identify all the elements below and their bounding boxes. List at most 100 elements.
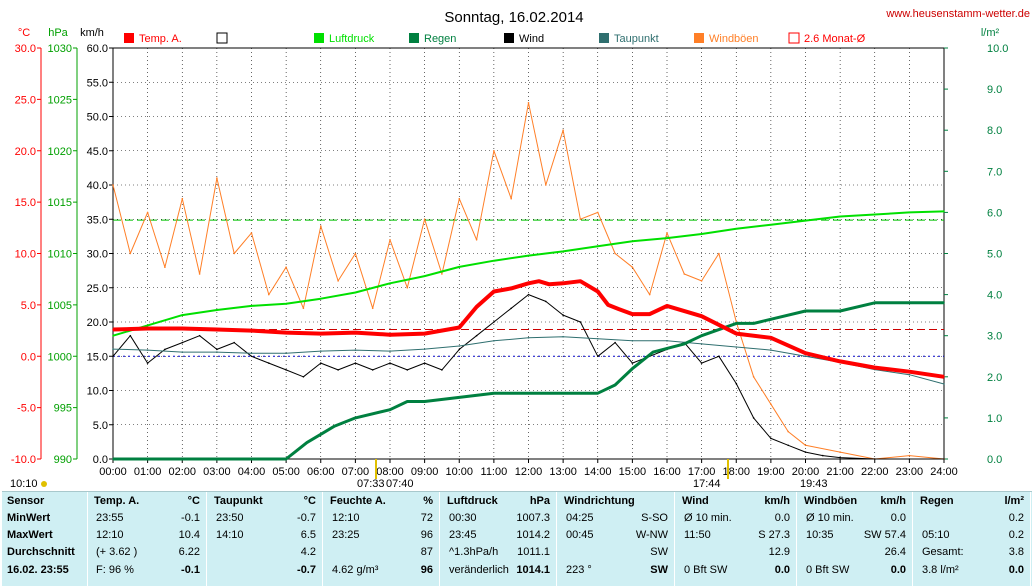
unit-wind: km/h	[80, 27, 104, 39]
cell-label: 12:10	[96, 529, 124, 541]
data-point	[285, 369, 287, 371]
data-point	[735, 382, 738, 385]
data-point	[752, 376, 755, 378]
data-point	[874, 458, 876, 460]
data-point	[943, 458, 945, 460]
data-point	[285, 331, 287, 334]
cell-value: SW 57.4	[863, 529, 906, 541]
site-link[interactable]: www.heusenstamm-wetter.de	[885, 8, 1030, 20]
cell-value: 72	[420, 512, 433, 524]
data-point	[295, 450, 298, 452]
col-unit: km/h	[764, 495, 790, 507]
data-point	[718, 355, 720, 358]
data-point	[389, 350, 391, 352]
data-point	[181, 351, 184, 353]
pressure-tick-label: 1030	[48, 43, 72, 55]
data-point	[700, 315, 703, 318]
data-point	[666, 237, 668, 239]
x-tick-label: 00:00	[99, 466, 127, 478]
row-label: Durchschnitt	[7, 546, 75, 558]
cell-label: 4.62 g/m³	[332, 564, 379, 576]
data-point	[233, 252, 235, 255]
data-point	[475, 239, 478, 241]
data-point	[652, 351, 654, 353]
data-point	[579, 321, 582, 323]
legend-swatch	[504, 33, 514, 43]
series-line	[112, 210, 945, 337]
data-point	[371, 369, 374, 371]
data-point	[337, 280, 339, 282]
data-point	[389, 408, 391, 411]
cell-value: 1014.2	[516, 529, 550, 541]
cell-value: S 27.3	[758, 529, 790, 541]
chart-title: Sonntag, 16.02.2014	[444, 9, 583, 26]
data-point	[700, 233, 703, 235]
rain-tick-label: 7.0	[987, 166, 1002, 178]
data-point	[493, 392, 495, 395]
data-point	[770, 223, 772, 226]
data-point	[943, 302, 945, 304]
cell-value: -0.1	[181, 564, 200, 576]
data-point	[770, 349, 772, 351]
col-unit: km/h	[880, 495, 906, 507]
date-label: 16.02. 23:55	[7, 564, 69, 576]
data-point	[475, 334, 478, 337]
legend-swatch	[788, 32, 800, 44]
x-tick-label: 07:00	[342, 466, 370, 478]
legend-swatch	[314, 33, 324, 43]
rain-tick-label: 6.0	[987, 207, 1002, 219]
data-point	[458, 348, 461, 351]
data-point	[146, 324, 149, 327]
unit-pressure: hPa	[48, 27, 68, 39]
temp-tick-label: 15.0	[15, 197, 36, 209]
cell-label: veränderlich	[449, 564, 509, 576]
col-head: Wind	[682, 495, 709, 507]
data-point	[112, 458, 114, 460]
data-point	[250, 355, 253, 358]
data-point	[406, 369, 409, 371]
cell-label: 12:10	[332, 512, 360, 524]
summary-col: Windböen km/h Ø 10 min. 0.0 10:35 SW 57.4 26.4…	[798, 492, 913, 586]
x-tick-label: 08:00	[376, 466, 404, 478]
cell-label: ^1.3hPa/h	[449, 546, 499, 558]
data-point	[458, 345, 461, 347]
cell-label: 23:25	[332, 529, 360, 541]
data-point	[617, 308, 620, 310]
legend-swatch	[124, 33, 134, 43]
data-point	[423, 348, 426, 350]
data-point	[458, 266, 461, 268]
x-tick-label: 13:00	[549, 466, 577, 478]
data-point	[908, 370, 911, 373]
legend-swatch	[216, 32, 228, 44]
x-tick-label: 16:00	[653, 466, 681, 478]
data-point	[320, 297, 322, 300]
rain-tick-label: 4.0	[987, 290, 1002, 302]
data-point	[181, 341, 184, 344]
summary-table: Sensor MinWert MaxWert Durchschnitt 16.02. 2…	[2, 491, 1032, 586]
data-point	[700, 362, 703, 364]
data-point	[735, 322, 738, 325]
cell-label: 14:10	[216, 529, 244, 541]
data-point	[683, 273, 686, 275]
wind-tick-label: 50.0	[87, 112, 108, 124]
col-head: Regen	[920, 495, 954, 507]
data-point	[839, 360, 841, 363]
data-point	[804, 451, 807, 453]
data-point	[597, 290, 599, 293]
rain-tick-label: 2.0	[987, 372, 1002, 384]
cell-value: 6.22	[178, 546, 200, 558]
legend-label: Regen	[424, 33, 456, 45]
col-head: Feuchte A.	[330, 495, 386, 507]
data-point	[700, 343, 703, 345]
data-point	[908, 373, 911, 376]
data-point	[607, 304, 609, 306]
cell-label: 3.8 l/m²	[922, 564, 959, 576]
data-point	[822, 454, 824, 457]
rain-tick-label: 8.0	[987, 125, 1002, 137]
data-point	[770, 437, 772, 440]
row-label: MinWert	[7, 512, 51, 524]
cell-value: 3.8	[1008, 546, 1024, 558]
data-point	[112, 355, 114, 358]
wind-tick-label: 15.0	[87, 351, 108, 363]
marker-sunset: 19:43	[800, 478, 828, 490]
